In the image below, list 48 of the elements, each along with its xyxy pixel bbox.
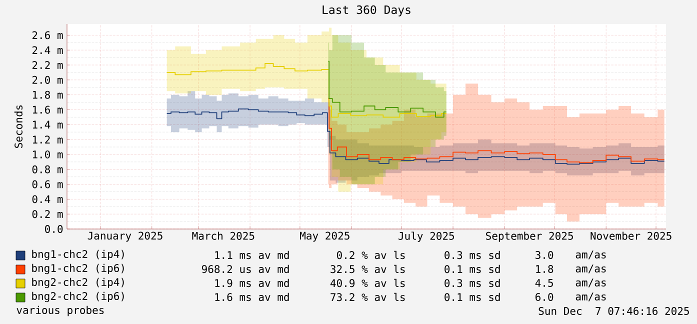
y-tick-label: 1.2 m [32, 136, 63, 144]
y-tick-label: 1.0 m [32, 150, 63, 158]
y-tick-label: 1.6 m [32, 106, 63, 114]
legend-label: bng1-chc2 (ip4) [32, 250, 124, 260]
y-tick-label: 1.8 m [32, 90, 63, 99]
text: 6.0 [536, 293, 554, 301]
y-tick-label: 2.2 m [32, 61, 63, 69]
text: 0.1 ms sd [444, 292, 500, 302]
text: Sun Dec 7 07:46:16 2025 [538, 307, 689, 315]
x-tick-label: November 2025 [590, 232, 672, 240]
text: 0.3 ms sd [444, 250, 500, 260]
y-tick-label: 0.8 m [32, 165, 63, 174]
text: 1.6 ms av md [215, 292, 289, 302]
text: 0.2 % av ls [336, 250, 405, 260]
x-tick-label: September 2025 [486, 232, 573, 242]
y-tick-label: 0.6 m [32, 180, 63, 188]
text: 0.3 ms sd [444, 278, 500, 288]
x-tick-label: January 2025 [88, 232, 162, 242]
x-tick-label: July 2025 [398, 232, 454, 242]
text: 968.2 us av md [202, 264, 289, 274]
y-tick-label: 2.6 m [32, 31, 63, 40]
text: 40.9 % av ls [330, 278, 405, 288]
text: 1.8 [536, 265, 554, 273]
text: 1.9 ms av md [215, 278, 289, 288]
text: 32.5 % av ls [330, 264, 405, 274]
x-tick-label: March 2025 [192, 232, 254, 240]
text: 4.5 [535, 279, 553, 287]
text: 3.0 [536, 251, 554, 259]
chart-title: Last 360 Days [322, 5, 410, 16]
y-tick-label: 1.4 m [32, 120, 63, 128]
legend-label: bng2-chc2 (ip6) [32, 292, 124, 302]
text: am/as [576, 250, 606, 260]
legend-label: bng2-chc2 (ip4) [32, 278, 124, 288]
text: 0.1 ms sd [444, 264, 500, 274]
text: various probes [16, 306, 104, 316]
y-tick-label: 0.0 [45, 225, 63, 233]
y-tick-label: 0.2 m [32, 210, 63, 218]
x-tick-label: May 2025 [300, 232, 350, 242]
text: 73.2 % av ls [330, 292, 405, 302]
text: 1.1 ms av md [215, 250, 289, 260]
legend-label: bng1-chc2 (ip6) [32, 264, 124, 274]
y-tick-label: 2.0 m [32, 76, 63, 84]
y-tick-label: 2.4 m [32, 46, 63, 54]
y-axis-title: Seconds [14, 105, 23, 148]
text: am/as [576, 292, 606, 302]
y-tick-label: 0.4 m [32, 195, 63, 204]
text: am/as [576, 278, 606, 288]
text: am/as [576, 264, 606, 274]
